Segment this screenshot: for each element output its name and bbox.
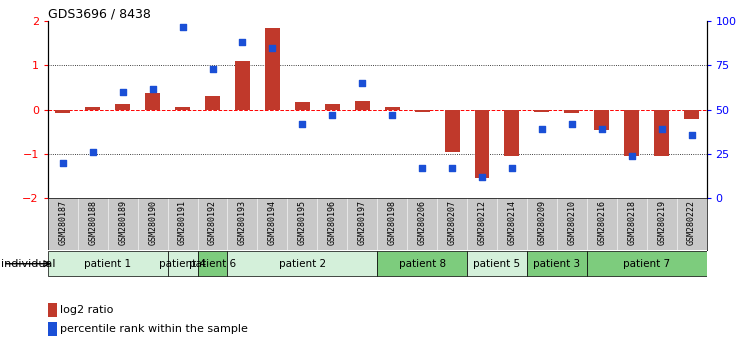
Text: patient 1: patient 1 — [84, 259, 131, 269]
Point — [177, 24, 188, 29]
Point — [146, 86, 158, 91]
Point — [326, 112, 338, 118]
Point — [297, 121, 308, 127]
Bar — [355, 101, 369, 110]
Point — [626, 153, 637, 159]
Bar — [325, 104, 340, 110]
Point — [656, 126, 668, 132]
Bar — [504, 110, 520, 156]
Bar — [145, 93, 160, 110]
Bar — [654, 110, 669, 156]
Text: patient 2: patient 2 — [279, 259, 326, 269]
Text: GSM280218: GSM280218 — [627, 200, 636, 245]
Point — [87, 149, 99, 155]
Text: GSM280216: GSM280216 — [597, 200, 606, 245]
Point — [57, 160, 68, 166]
Text: GSM280187: GSM280187 — [58, 200, 67, 245]
Text: GSM280214: GSM280214 — [507, 200, 517, 245]
Text: patient 3: patient 3 — [534, 259, 581, 269]
Text: GSM280209: GSM280209 — [537, 200, 546, 245]
Bar — [168, 251, 197, 276]
Point — [417, 165, 428, 171]
Text: GSM280194: GSM280194 — [268, 200, 277, 245]
Point — [236, 40, 248, 45]
Point — [356, 80, 368, 86]
Text: GDS3696 / 8438: GDS3696 / 8438 — [48, 7, 151, 20]
Bar — [48, 251, 168, 276]
Text: GSM280197: GSM280197 — [358, 200, 367, 245]
Text: GSM280222: GSM280222 — [687, 200, 696, 245]
Bar — [445, 110, 459, 152]
Text: patient 6: patient 6 — [189, 259, 236, 269]
Text: log2 ratio: log2 ratio — [60, 305, 113, 315]
Bar — [475, 110, 489, 178]
Point — [536, 126, 548, 132]
Text: GSM280190: GSM280190 — [148, 200, 158, 245]
Text: GSM280207: GSM280207 — [447, 200, 456, 245]
Text: patient 5: patient 5 — [473, 259, 520, 269]
Text: GSM280195: GSM280195 — [298, 200, 307, 245]
Text: GSM280189: GSM280189 — [118, 200, 127, 245]
Text: GSM280196: GSM280196 — [328, 200, 337, 245]
Point — [446, 165, 458, 171]
Bar — [534, 110, 549, 112]
Point — [566, 121, 578, 127]
Bar — [624, 110, 639, 156]
Text: patient 8: patient 8 — [399, 259, 446, 269]
Bar — [85, 107, 100, 110]
Bar — [235, 61, 250, 110]
Text: GSM280193: GSM280193 — [238, 200, 247, 245]
Bar — [55, 110, 71, 113]
Text: patient 4: patient 4 — [159, 259, 206, 269]
Bar — [684, 110, 699, 119]
Point — [506, 165, 518, 171]
Bar — [414, 110, 430, 112]
Bar — [205, 97, 220, 110]
Text: GSM280219: GSM280219 — [657, 200, 666, 245]
Bar — [227, 251, 377, 276]
Bar — [594, 110, 609, 130]
Text: GSM280212: GSM280212 — [478, 200, 486, 245]
Text: patient 7: patient 7 — [623, 259, 670, 269]
Bar — [527, 251, 587, 276]
Text: GSM280198: GSM280198 — [388, 200, 397, 245]
Bar — [197, 251, 227, 276]
Text: GSM280191: GSM280191 — [178, 200, 187, 245]
Text: GSM280188: GSM280188 — [88, 200, 97, 245]
Point — [596, 126, 608, 132]
Bar — [467, 251, 527, 276]
Text: individual: individual — [1, 259, 56, 269]
Point — [207, 66, 219, 72]
Bar — [565, 110, 579, 113]
Point — [266, 45, 278, 51]
Point — [117, 89, 129, 95]
Text: GSM280192: GSM280192 — [208, 200, 217, 245]
Bar — [385, 107, 400, 110]
Text: percentile rank within the sample: percentile rank within the sample — [60, 324, 247, 334]
Text: GSM280206: GSM280206 — [417, 200, 427, 245]
Bar — [175, 107, 190, 110]
Point — [386, 112, 398, 118]
Bar — [587, 251, 707, 276]
Text: GSM280210: GSM280210 — [567, 200, 576, 245]
Point — [686, 132, 698, 137]
Bar — [377, 251, 467, 276]
Point — [476, 174, 488, 180]
Bar — [295, 102, 310, 110]
Bar — [265, 28, 280, 110]
Bar — [116, 104, 130, 110]
